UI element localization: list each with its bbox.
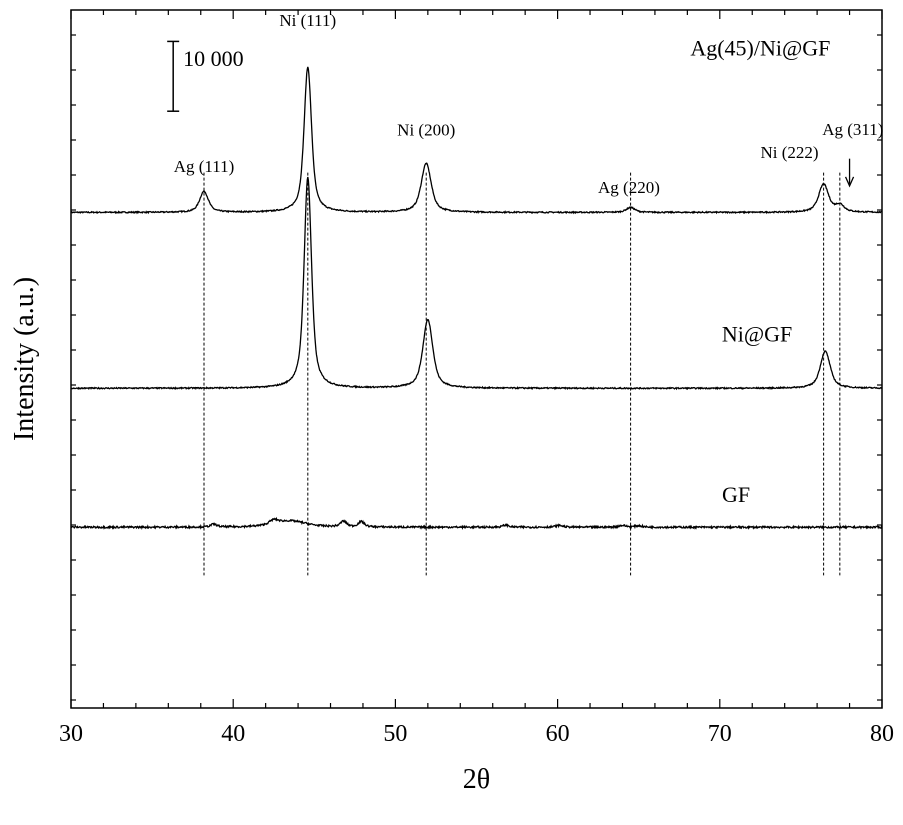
x-tick-labels: 30 40 50 60 70 80 bbox=[59, 721, 894, 747]
series-label: Ag(45)/Ni@GF bbox=[690, 35, 830, 60]
series-label: Ni@GF bbox=[722, 322, 792, 347]
series-line bbox=[70, 66, 883, 215]
reference-lines bbox=[203, 172, 841, 576]
series-line bbox=[70, 176, 883, 391]
peak-label: Ni (200) bbox=[397, 121, 455, 140]
x-tick-label: 30 bbox=[59, 721, 83, 747]
peak-label: Ag (311) bbox=[822, 120, 883, 139]
series-labels: Ag(45)/Ni@GF Ni@GF GF bbox=[690, 35, 830, 507]
y-axis-title: Intensity (a.u.) bbox=[9, 277, 40, 441]
x-tick-label: 80 bbox=[870, 721, 894, 747]
series-group bbox=[70, 66, 883, 531]
series-line bbox=[70, 516, 883, 531]
plot-frame bbox=[70, 9, 883, 709]
peak-label: Ag (220) bbox=[598, 178, 660, 197]
peak-label: Ni (111) bbox=[279, 11, 336, 30]
scale-bar-label: 10 000 bbox=[183, 46, 244, 71]
x-axis-title: 2θ bbox=[463, 764, 490, 795]
peak-arrow-head bbox=[844, 176, 855, 188]
x-tick-label: 50 bbox=[383, 721, 407, 747]
x-tick-label: 70 bbox=[708, 721, 732, 747]
series-label: GF bbox=[722, 482, 750, 507]
axis-ticks bbox=[70, 10, 883, 708]
peak-annotations: Ag (111) Ni (111) Ni (200) Ag (220) Ni (222)… bbox=[174, 11, 884, 197]
x-tick-label: 60 bbox=[546, 721, 570, 747]
x-tick-label: 40 bbox=[221, 721, 245, 747]
peak-label: Ni (222) bbox=[761, 143, 819, 162]
scale-bar: 10 000 bbox=[167, 40, 244, 112]
peak-label: Ag (111) bbox=[174, 157, 235, 176]
